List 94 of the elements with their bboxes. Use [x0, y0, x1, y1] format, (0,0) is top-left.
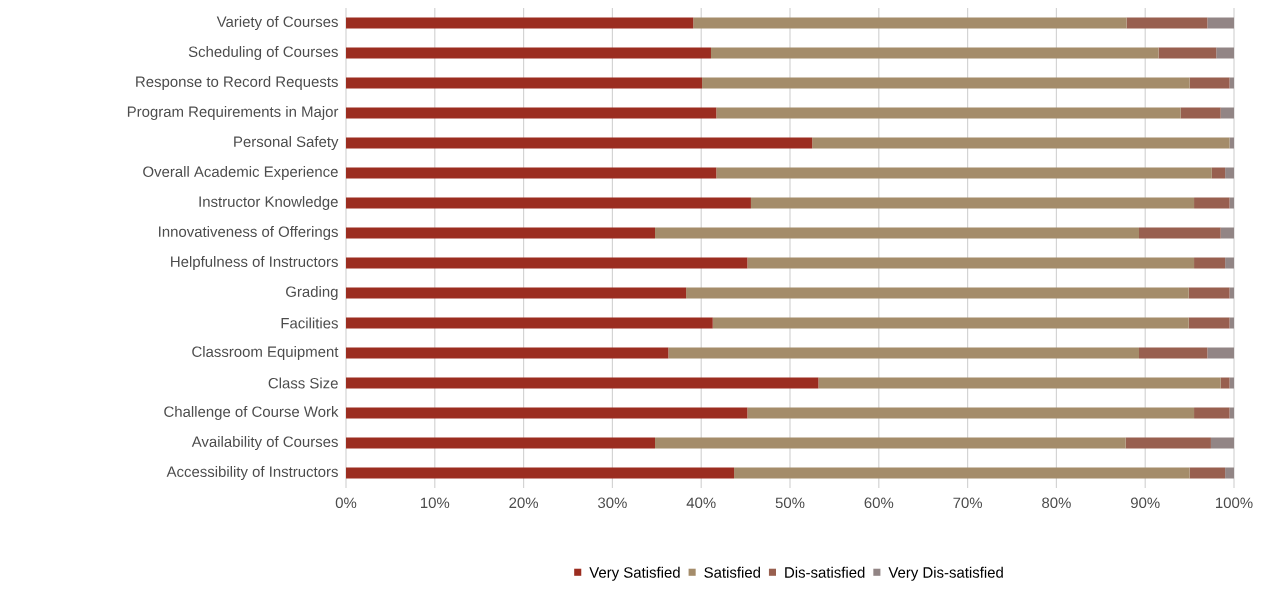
y-tick-label: Variety of Courses — [216, 16, 338, 30]
bar — [1139, 227, 1221, 239]
bar — [1189, 77, 1230, 89]
bar — [1220, 107, 1235, 119]
x-tick-label: 20% — [509, 497, 539, 509]
bar — [1188, 287, 1230, 299]
y-tick-label: Program Requirements in Major — [127, 106, 339, 120]
bar — [346, 377, 819, 389]
bar — [1220, 377, 1230, 389]
bar — [346, 317, 713, 329]
y-tick-label: Classroom Equipment — [192, 346, 339, 360]
bar — [1225, 167, 1235, 179]
y-tick-label: Response to Record Requests — [136, 76, 338, 90]
y-tick-label: Innovativeness of Offerings — [159, 226, 338, 240]
bar — [1211, 167, 1226, 179]
bar — [346, 167, 717, 179]
bar — [346, 47, 711, 59]
bar — [655, 227, 1139, 239]
bar — [1158, 47, 1217, 59]
bar — [655, 437, 1126, 449]
bar — [712, 317, 1189, 329]
y-tick-label: Helpfulness of Instructors — [171, 256, 338, 270]
x-tick-label: 50% — [775, 497, 805, 509]
x-tick-label: 30% — [598, 497, 627, 509]
bar — [346, 227, 656, 239]
bar — [1229, 287, 1235, 299]
bar — [1125, 437, 1211, 449]
bar — [693, 17, 1127, 29]
bar — [346, 107, 717, 119]
legend-label: Dis-satisfied — [785, 566, 865, 578]
bar — [346, 287, 687, 299]
bar — [1229, 407, 1235, 419]
bar — [702, 77, 1190, 89]
bar — [1216, 47, 1235, 59]
bar — [686, 287, 1189, 299]
y-tick-label: Scheduling of Courses — [188, 46, 338, 60]
bar — [346, 197, 751, 209]
bar — [1180, 107, 1221, 119]
bar — [1229, 137, 1235, 149]
bar — [346, 407, 748, 419]
bar — [1229, 377, 1235, 389]
y-tick-label: Facilities — [281, 317, 338, 329]
y-tick-label: Instructor Knowledge — [199, 196, 338, 210]
bar — [1210, 437, 1235, 449]
y-tick-label: Class Size — [268, 377, 338, 389]
bar — [1229, 317, 1235, 329]
y-tick-label: Grading — [286, 286, 338, 300]
bar — [346, 347, 669, 359]
bar — [346, 467, 735, 479]
bar — [1225, 467, 1235, 479]
bar — [1194, 197, 1230, 209]
x-tick-label: 40% — [686, 497, 716, 509]
x-tick-label: 100% — [1216, 497, 1253, 509]
bar — [1225, 257, 1235, 269]
y-tick-label: Challenge of Course Work — [164, 406, 339, 420]
bar — [346, 437, 656, 449]
bar — [1220, 227, 1235, 239]
bar — [1188, 317, 1230, 329]
y-tick-label: Personal Safety — [234, 136, 339, 150]
x-tick-label: 60% — [864, 497, 894, 509]
bar — [346, 137, 813, 149]
bar — [1229, 197, 1235, 209]
bar — [346, 17, 694, 29]
bar — [668, 347, 1139, 359]
bar — [346, 257, 748, 269]
x-tick-label: 0% — [335, 497, 357, 509]
bar — [818, 377, 1221, 389]
legend-label: Very Dis-satisfied — [888, 566, 1003, 581]
x-tick-label: 80% — [1042, 497, 1071, 509]
y-tick-label: Availability of Courses — [191, 436, 338, 450]
y-tick-label: Accessibility of Instructors — [166, 466, 338, 480]
x-tick-label: 90% — [1130, 497, 1160, 509]
bar — [1229, 77, 1235, 89]
bar — [1126, 17, 1208, 29]
legend-label: Satisfied — [704, 566, 760, 578]
bar — [1207, 17, 1235, 29]
bar — [716, 107, 1181, 119]
x-tick-label: 10% — [420, 497, 450, 509]
x-tick-label: 70% — [953, 497, 983, 509]
bar — [747, 257, 1195, 269]
bar — [734, 467, 1190, 479]
bar — [346, 77, 703, 89]
y-tick-label: Overall Academic Experience — [143, 166, 338, 180]
bar — [710, 47, 1159, 59]
bar — [1194, 257, 1226, 269]
bar — [750, 197, 1195, 209]
bar — [1139, 347, 1208, 359]
bar — [812, 137, 1230, 149]
bar — [716, 167, 1212, 179]
bar — [1189, 467, 1226, 479]
bar — [1207, 347, 1235, 359]
legend-label: Very Satisfied — [589, 566, 680, 581]
bar — [1194, 407, 1230, 419]
bar — [747, 407, 1195, 419]
